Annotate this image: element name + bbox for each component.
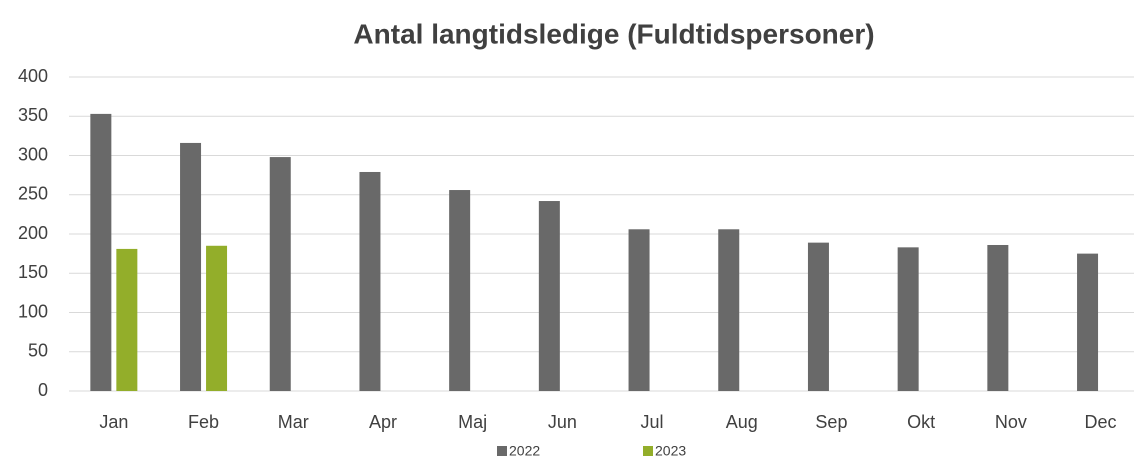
y-tick-label: 250 [18,184,48,204]
x-tick-label: Jul [641,412,664,432]
legend-swatch [497,446,507,456]
bar [628,229,650,391]
x-tick-label: Jun [548,412,577,432]
bar [718,229,740,391]
y-tick-label: 150 [18,262,48,282]
bar [449,190,471,391]
chart-title: Antal langtidsledige (Fuldtidspersoner) [353,18,874,49]
bar [269,157,291,391]
x-tick-label: Maj [458,412,487,432]
bar [90,113,112,392]
x-tick-label: Nov [995,412,1027,432]
y-tick-label: 100 [18,301,48,321]
bar [180,142,202,391]
x-tick-label: Aug [726,412,758,432]
legend-swatch [643,446,653,456]
y-tick-label: 400 [18,66,48,86]
bar [897,247,919,391]
x-tick-label: Okt [907,412,935,432]
bar [538,201,560,391]
y-tick-label: 50 [28,341,48,361]
y-tick-label: 300 [18,144,48,164]
x-tick-label: Mar [278,412,309,432]
bar [359,171,381,391]
bar [1077,253,1099,391]
y-tick-label: 350 [18,105,48,125]
y-tick-label: 200 [18,223,48,243]
x-tick-label: Feb [188,412,219,432]
x-tick-label: Sep [815,412,847,432]
legend-label: 2022 [509,443,540,459]
bar [807,242,829,391]
x-tick-label: Apr [369,412,397,432]
bar [206,245,228,391]
y-tick-label: 0 [38,380,48,400]
x-tick-label: Jan [99,412,128,432]
bar [116,248,138,391]
bar [987,244,1009,391]
legend-label: 2023 [655,443,686,459]
x-tick-label: Dec [1085,412,1117,432]
